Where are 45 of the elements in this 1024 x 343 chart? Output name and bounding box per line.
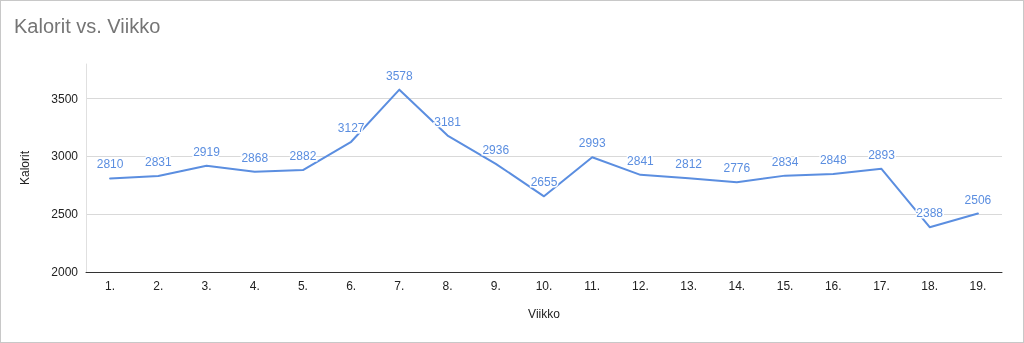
data-label: 2882: [289, 149, 317, 164]
x-tick-label: 3.: [201, 279, 212, 293]
x-axis-title: Viikko: [528, 307, 561, 321]
x-tick-label: 5.: [297, 279, 308, 293]
y-axis-title: Kalorit: [18, 150, 32, 186]
data-label: 2841: [627, 153, 655, 168]
x-tick-label: 9.: [490, 279, 501, 293]
x-tick-label: 14.: [728, 279, 746, 293]
x-tick-label: 2.: [153, 279, 164, 293]
x-tick-label: 16.: [824, 279, 842, 293]
x-tick-label: 8.: [442, 279, 453, 293]
data-label: 2848: [819, 153, 847, 168]
data-label: 2936: [482, 142, 510, 157]
data-label: 2868: [241, 150, 269, 165]
y-tick-label: 2000: [51, 265, 79, 279]
data-label: 2834: [771, 154, 799, 169]
data-label: 3181: [434, 114, 462, 129]
x-tick-label: 4.: [249, 279, 260, 293]
x-tick-label: 6.: [346, 279, 357, 293]
y-tick-label: 3500: [51, 91, 79, 106]
x-tick-label: 18.: [921, 279, 939, 293]
data-label: 2655: [530, 175, 558, 190]
x-tick-label: 17.: [873, 279, 890, 293]
data-label: 3127: [337, 120, 365, 135]
data-label: 2776: [723, 161, 751, 176]
x-tick-label: 19.: [969, 279, 987, 293]
x-tick-label: 12.: [632, 279, 649, 293]
data-label: 2993: [578, 136, 606, 151]
y-tick-label: 3000: [51, 149, 79, 164]
data-label: 2831: [144, 154, 172, 169]
data-label: 2810: [96, 157, 124, 172]
data-label: 3578: [386, 68, 414, 83]
x-tick-label: 7.: [394, 279, 405, 293]
x-tick-label: 11.: [584, 279, 601, 293]
y-tick-label: 2500: [51, 207, 79, 222]
chart-title: Kalorit vs. Viikko: [14, 15, 161, 37]
data-label: 2893: [868, 147, 896, 162]
data-label: 2506: [964, 192, 992, 207]
data-label: 2388: [916, 206, 944, 221]
data-label: 2812: [675, 157, 703, 172]
x-tick-label: 13.: [680, 279, 697, 293]
x-tick-label: 1.: [105, 279, 116, 293]
x-tick-label: 15.: [776, 279, 794, 293]
data-label: 2919: [193, 144, 221, 159]
x-tick-label: 10.: [535, 279, 553, 293]
